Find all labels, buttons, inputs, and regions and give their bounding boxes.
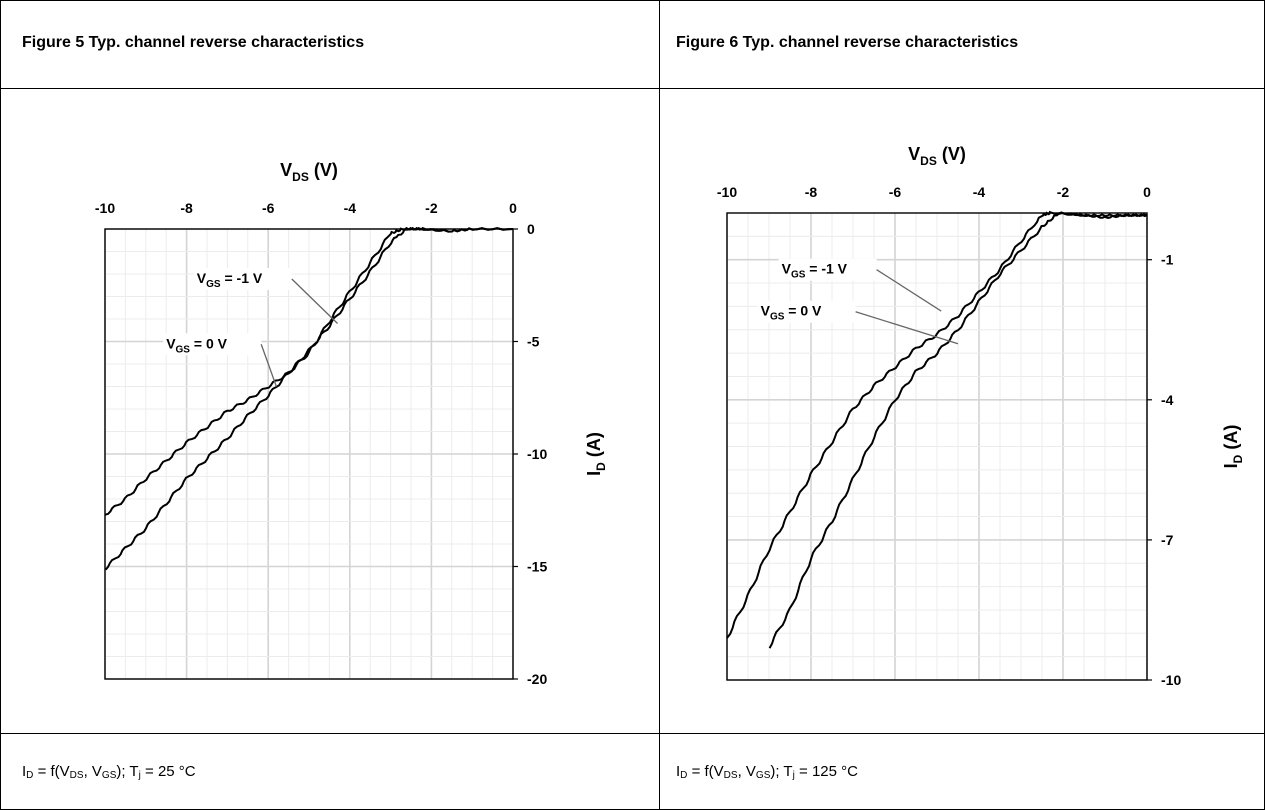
caption-eq: = f(V (687, 763, 724, 780)
y-tick-label: -15 (527, 559, 547, 575)
caption-eq: = f(V (33, 763, 70, 780)
table-divider-header (0, 88, 1265, 89)
series-annotation-label: VGS = -1 V (782, 261, 848, 281)
series-annotation-label: VGS = -1 V (197, 270, 263, 290)
annotation-leader-line (260, 344, 277, 387)
caption-tj-sub: j (792, 770, 795, 781)
annotation-label-background (193, 268, 292, 290)
caption-vgs-sub: GS (755, 770, 771, 781)
y-tick-label: -10 (527, 446, 547, 462)
caption-id-sub: D (680, 770, 688, 781)
caption-condition: = 25 °C (140, 763, 196, 780)
y-tick-label: -7 (1161, 532, 1174, 548)
x-tick-label: -8 (805, 184, 818, 200)
caption-vds-sub: DS (69, 770, 84, 781)
annotation-leader-line (291, 278, 339, 324)
series-line-vgs-0v (768, 211, 1148, 649)
caption-mid: , V (737, 763, 756, 780)
table-divider-vertical (659, 0, 660, 810)
x-tick-label: -2 (1057, 184, 1070, 200)
caption-tail: ); T (116, 763, 139, 780)
caption-mid: , V (83, 763, 102, 780)
caption-id: I (676, 763, 681, 780)
annotation-leader-line (855, 311, 959, 345)
y-axis-title: ID (A) (1221, 425, 1245, 469)
y-tick-label: -4 (1161, 392, 1174, 408)
figure-6-title: Figure 6 Typ. channel reverse characteri… (676, 34, 1019, 51)
x-tick-label: 0 (509, 200, 517, 216)
caption-vgs-sub: GS (101, 770, 117, 781)
y-tick-label: 0 (527, 221, 535, 237)
annotation-leader-line (876, 269, 942, 312)
table-border-top (0, 0, 1265, 1)
x-tick-label: -4 (344, 200, 357, 216)
figure-6-caption: ID = f(VDS, VGS); Tj = 125 °C (676, 763, 858, 781)
x-tick-label: 0 (1143, 184, 1151, 200)
x-tick-label: -10 (717, 184, 737, 200)
y-tick-label: -1 (1161, 252, 1174, 268)
x-tick-label: -2 (425, 200, 438, 216)
y-axis-title: ID (A) (584, 432, 608, 476)
series-annotation-label: VGS = 0 V (166, 335, 227, 355)
x-axis-title: VDS (V) (908, 144, 966, 168)
x-tick-label: -4 (973, 184, 986, 200)
y-tick-label: -5 (527, 334, 540, 350)
caption-id-sub: D (26, 770, 34, 781)
annotation-label-background (163, 333, 262, 356)
x-tick-label: -6 (262, 200, 275, 216)
plot-frame (726, 212, 1148, 681)
caption-tj-sub: j (138, 770, 141, 781)
figure-5-title: Figure 5 Typ. channel reverse characteri… (22, 34, 365, 51)
x-tick-label: -10 (95, 200, 115, 216)
x-axis-title: VDS (V) (280, 160, 338, 184)
figure-5-caption: ID = f(VDS, VGS); Tj = 25 °C (22, 763, 196, 781)
series-annotation-label: VGS = 0 V (761, 303, 822, 323)
x-tick-label: -8 (180, 200, 193, 216)
caption-vds-sub: DS (723, 770, 738, 781)
table-divider-footer (0, 733, 1265, 734)
table-border-left (0, 0, 1, 810)
y-tick-label: -10 (1161, 672, 1181, 688)
caption-id: I (22, 763, 27, 780)
y-tick-label: -20 (527, 671, 547, 687)
caption-tail: ); T (770, 763, 793, 780)
caption-condition: = 125 °C (794, 763, 858, 780)
annotation-label-background (778, 258, 877, 281)
series-line-vgs-0v (104, 226, 514, 571)
x-tick-label: -6 (889, 184, 902, 200)
annotation-label-background (757, 300, 856, 323)
